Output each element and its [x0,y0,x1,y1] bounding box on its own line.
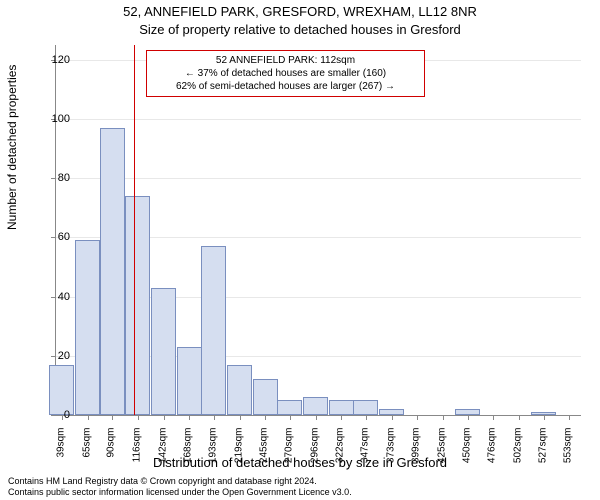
x-tick [392,415,393,420]
annotation-box: 52 ANNEFIELD PARK: 112sqm← 37% of detach… [146,50,425,97]
page-title-line2: Size of property relative to detached ho… [0,22,600,37]
annotation-line: 52 ANNEFIELD PARK: 112sqm [153,54,418,67]
annotation-line: 62% of semi-detached houses are larger (… [153,80,418,93]
histogram-bar [303,397,328,415]
x-tick [265,415,266,420]
x-tick [443,415,444,420]
histogram-bar [125,196,150,415]
x-tick-label: 142sqm [157,428,168,478]
x-tick-label: 553sqm [563,428,574,478]
histogram-bar [353,400,378,415]
x-tick-label: 39sqm [55,428,66,478]
histogram-bar [227,365,252,415]
histogram-bar [49,365,74,415]
x-tick [519,415,520,420]
footer-line1: Contains HM Land Registry data © Crown c… [8,476,352,487]
x-tick [189,415,190,420]
y-axis-label: Number of detached properties [5,65,19,230]
page-title-line1: 52, ANNEFIELD PARK, GRESFORD, WREXHAM, L… [0,4,600,19]
histogram-bar [277,400,302,415]
x-tick [240,415,241,420]
histogram-bar [75,240,100,415]
y-tick-label: 100 [40,113,70,125]
histogram-bar [151,288,176,415]
x-tick-label: 425sqm [436,428,447,478]
x-tick-label: 296sqm [309,428,320,478]
x-tick [544,415,545,420]
x-tick-label: 502sqm [512,428,523,478]
x-tick [138,415,139,420]
histogram-bar [329,400,354,415]
x-tick-label: 373sqm [385,428,396,478]
y-tick-label: 80 [40,172,70,184]
footer-line2: Contains public sector information licen… [8,487,352,498]
x-tick-label: 476sqm [487,428,498,478]
histogram-bar [253,379,278,415]
x-tick-label: 245sqm [259,428,270,478]
x-tick-label: 270sqm [283,428,294,478]
y-tick-label: 40 [40,291,70,303]
x-tick-label: 168sqm [183,428,194,478]
x-tick-label: 219sqm [233,428,244,478]
histogram-bar [100,128,125,415]
x-tick [290,415,291,420]
histogram-plot: 52 ANNEFIELD PARK: 112sqm← 37% of detach… [55,45,581,416]
footer-attribution: Contains HM Land Registry data © Crown c… [8,476,352,498]
x-tick [164,415,165,420]
y-tick-label: 0 [40,409,70,421]
y-tick-label: 120 [40,54,70,66]
x-tick-label: 193sqm [207,428,218,478]
x-tick [214,415,215,420]
x-tick-label: 90sqm [106,428,117,478]
histogram-bar [201,246,226,415]
annotation-line: ← 37% of detached houses are smaller (16… [153,67,418,80]
x-tick-label: 399sqm [411,428,422,478]
x-tick-label: 450sqm [461,428,472,478]
x-tick [88,415,89,420]
marker-line [134,45,135,415]
x-tick-label: 527sqm [537,428,548,478]
x-tick [493,415,494,420]
x-tick [366,415,367,420]
x-tick [112,415,113,420]
x-tick [341,415,342,420]
y-tick-label: 60 [40,231,70,243]
x-tick [417,415,418,420]
x-tick [569,415,570,420]
histogram-bar [177,347,202,415]
x-tick-label: 347sqm [359,428,370,478]
x-tick-label: 322sqm [335,428,346,478]
x-tick-label: 116sqm [131,428,142,478]
x-tick [316,415,317,420]
x-tick [468,415,469,420]
x-tick-label: 65sqm [81,428,92,478]
y-tick-label: 20 [40,350,70,362]
